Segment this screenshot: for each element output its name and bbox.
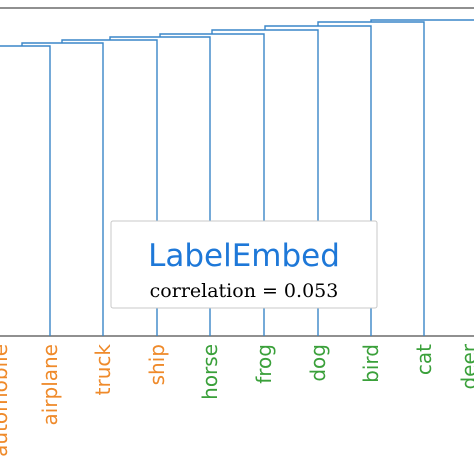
leaf-label-ship: ship bbox=[145, 344, 169, 385]
leaf-label-cat: cat bbox=[412, 344, 436, 375]
leaf-label-automobile: automobile bbox=[0, 344, 12, 457]
leaf-label-horse: horse bbox=[198, 344, 222, 400]
leaf-label-airplane: airplane bbox=[38, 344, 62, 426]
leaf-label-frog: frog bbox=[252, 344, 276, 384]
link-automobile-airplane bbox=[0, 45, 51, 336]
legend-box-frame bbox=[110, 220, 378, 309]
legend-box-subtitle: correlation = 0.053 bbox=[150, 280, 339, 302]
link-deer-merge bbox=[370, 19, 474, 22]
leaf-label-dog: dog bbox=[306, 344, 330, 382]
legend-box: LabelEmbed correlation = 0.053 bbox=[110, 220, 378, 309]
leaf-label-deer: deer bbox=[457, 343, 474, 389]
leaf-label-truck: truck bbox=[91, 344, 115, 396]
leaf-label-bird: bird bbox=[359, 344, 383, 383]
dendrogram-links bbox=[0, 19, 474, 336]
leaf-labels: automobile airplane truck ship horse fro… bbox=[0, 343, 474, 457]
legend-box-title: LabelEmbed bbox=[148, 238, 340, 274]
link-truck-merge bbox=[21, 42, 104, 336]
